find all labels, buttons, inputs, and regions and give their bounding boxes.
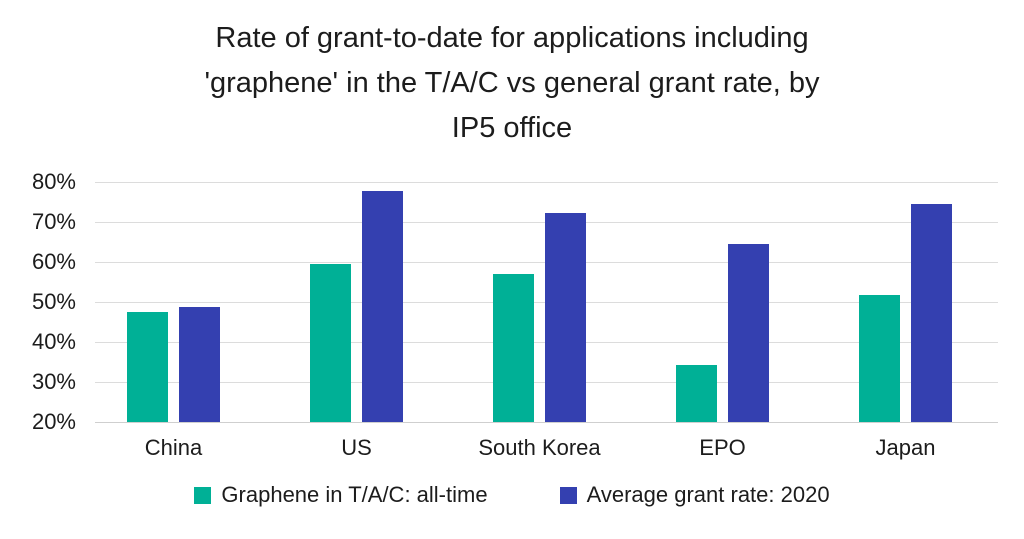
y-tick-label: 20% [31,409,76,434]
bar-graphene-tac [493,274,534,422]
bar-group-epo: EPO [631,182,814,482]
bar-groups: China US South Korea EPO Japan [82,182,997,482]
x-category-label: South Korea [478,435,601,460]
bar-graphene-tac [127,312,168,422]
bar-pair [127,182,220,422]
bar-group-us: US [265,182,448,482]
bar-average-grant-rate [179,306,220,422]
bar-graphene-tac [676,364,717,422]
gridline [95,182,998,183]
bar-group-south-korea: South Korea [448,182,631,482]
y-tick-label: 70% [31,209,76,234]
chart-title-line-1: Rate of grant-to-date for applications i… [215,22,809,54]
bar-pair [676,182,769,422]
legend: Graphene in T/A/C: all-time Average grant… [0,482,1024,508]
x-category-label: US [341,435,372,460]
bar-group-japan: Japan [814,182,997,482]
chart-title-line-3: IP5 office [451,112,573,144]
y-tick-label: 40% [31,329,76,354]
legend-swatch-icon [194,486,212,504]
legend-item-average-grant-rate: Average grant rate: 2020 [559,482,830,508]
bar-average-grant-rate [911,204,952,422]
legend-label: Graphene in T/A/C: all-time [221,482,488,507]
bar-average-grant-rate [362,190,403,422]
bar-pair [310,182,403,422]
bar-graphene-tac [310,264,351,422]
legend-swatch-icon [559,486,577,504]
x-category-label: China [144,435,203,460]
chart-title: Rate of grant-to-date for applications i… [82,16,942,151]
bar-pair [493,182,586,422]
bar-average-grant-rate [728,244,769,422]
y-tick-label: 50% [31,289,76,314]
bar-pair [859,182,952,422]
x-category-label: Japan [875,435,936,460]
y-tick-label: 60% [31,249,76,274]
bar-graphene-tac [859,295,900,422]
legend-item-graphene-tac: Graphene in T/A/C: all-time [194,482,488,508]
legend-label: Average grant rate: 2020 [586,482,830,507]
chart-title-line-2: 'graphene' in the T/A/C vs general grant… [204,67,820,99]
bar-average-grant-rate [545,212,586,422]
y-tick-label: 30% [31,369,76,394]
x-category-label: EPO [699,435,746,460]
bar-group-china: China [82,182,265,482]
y-tick-label: 80% [31,169,76,194]
x-axis-line [95,422,998,423]
